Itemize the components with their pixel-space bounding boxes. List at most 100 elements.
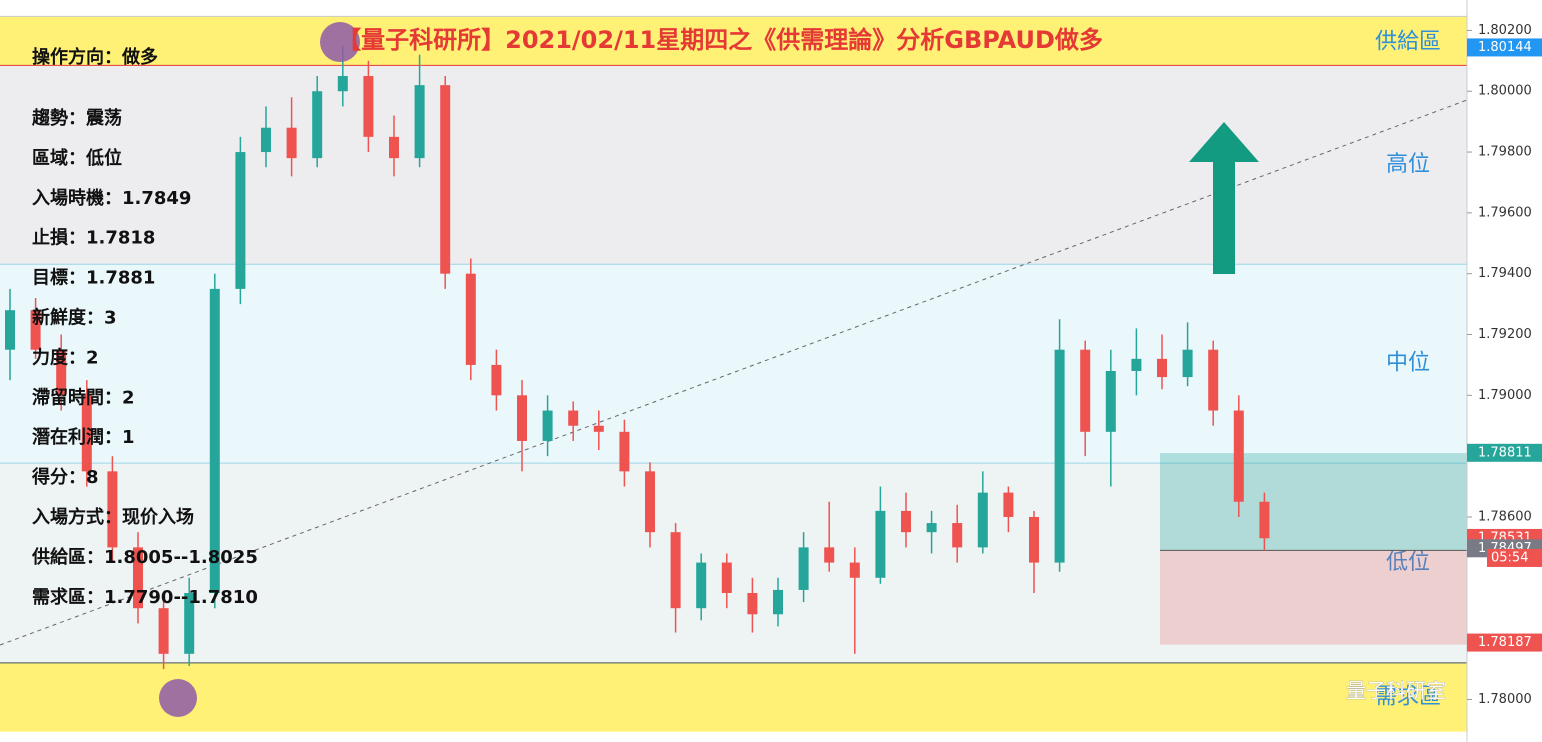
candle-body	[721, 562, 732, 593]
candle-body	[952, 523, 963, 548]
note: 目標：1.7881	[32, 267, 155, 289]
price-tag-label: 1.78811	[1478, 445, 1532, 460]
candle-body	[440, 85, 451, 274]
note: 操作方向：做多	[32, 46, 158, 68]
axis-bg	[1467, 0, 1542, 742]
candle-body	[1131, 358, 1142, 371]
candle-body	[696, 562, 707, 609]
note: 區域：低位	[32, 147, 122, 169]
candle-body	[593, 425, 604, 432]
candle-body	[286, 127, 297, 159]
candle-body	[645, 471, 655, 533]
candle-body	[133, 547, 143, 609]
candle-body	[1259, 501, 1270, 539]
note: 入場時機：1.7849	[32, 187, 191, 209]
candle-body	[389, 136, 399, 159]
candle-body	[619, 431, 630, 472]
candle-body	[568, 410, 579, 426]
note: 力度：2	[32, 346, 99, 368]
candle-body	[824, 547, 835, 563]
candle-body	[875, 510, 886, 578]
countdown: 05:54	[1491, 550, 1528, 565]
zone	[0, 264, 1467, 464]
y-tick-label: 1.79200	[1478, 327, 1532, 342]
candle-body	[901, 510, 911, 533]
price-tag-label: 1.78187	[1478, 635, 1532, 650]
candle-body	[158, 608, 169, 654]
zone-label: 供給區	[1375, 29, 1441, 54]
candle-body	[491, 364, 502, 396]
candle-body	[798, 547, 809, 590]
candle-body	[1105, 371, 1116, 432]
candle-body	[337, 76, 348, 92]
marker-circle	[159, 679, 197, 717]
candle-body	[1208, 349, 1219, 411]
candle-body	[542, 410, 553, 441]
up-arrow	[1189, 122, 1259, 274]
candle-body	[312, 91, 323, 159]
zone	[0, 65, 1467, 265]
target-box	[1160, 453, 1467, 551]
candle-body	[30, 310, 41, 350]
note: 得分：8	[31, 466, 99, 488]
note: 潛在利潤：1	[32, 426, 135, 448]
y-tick-label: 1.78600	[1478, 509, 1532, 524]
candle-body	[670, 532, 681, 609]
marker-circle	[320, 22, 360, 62]
zone	[0, 662, 1467, 732]
zone	[0, 16, 1467, 66]
note: 新鮮度：3	[32, 307, 117, 329]
note: 需求區：1.7790--1.7810	[32, 586, 258, 608]
candle-body	[81, 395, 92, 472]
countdown-tag	[1487, 548, 1542, 567]
price-tag	[1467, 443, 1542, 462]
candle-body	[209, 288, 220, 593]
candle-body	[465, 273, 476, 365]
note: 止損：1.7818	[32, 227, 155, 249]
zone-label: 需求區	[1375, 684, 1441, 709]
chart-title: 【量子科研所】2021/02/11星期四之《供需理論》分析GBPAUD做多	[337, 26, 1103, 54]
candle-body	[747, 592, 758, 615]
price-tag	[1467, 633, 1542, 652]
candle-body	[5, 310, 15, 350]
y-tick-label: 1.78000	[1478, 692, 1532, 707]
candle-body	[363, 76, 374, 137]
y-tick-label: 1.79000	[1478, 388, 1532, 403]
note: 供給區：1.8005--1.8025	[31, 546, 258, 568]
y-tick-label: 1.80200	[1478, 23, 1532, 38]
y-tick-label: 1.79600	[1478, 205, 1532, 220]
candle-body	[261, 127, 271, 153]
note: 趨勢：震荡	[31, 107, 122, 129]
zone	[0, 463, 1467, 663]
candle-body	[1233, 410, 1244, 502]
zone-label: 中位	[1386, 351, 1430, 376]
zone-label: 高位	[1386, 152, 1430, 177]
candle-body	[56, 349, 67, 396]
zone-label: 低位	[1386, 550, 1430, 575]
candle-body	[184, 592, 195, 654]
candle-body	[1182, 349, 1193, 378]
candle-body	[773, 589, 783, 615]
candle-body	[1157, 358, 1167, 378]
y-tick-label: 1.79400	[1478, 266, 1532, 281]
note: 滯留時間：2	[32, 386, 135, 408]
candle-body	[235, 152, 246, 289]
candle-body	[414, 85, 425, 159]
y-tick-label: 1.80000	[1478, 84, 1532, 99]
candle-body	[1003, 492, 1014, 517]
candle-body	[517, 395, 527, 441]
price-tag-label: 1.80144	[1478, 40, 1532, 55]
candle-body	[1054, 349, 1065, 563]
y-tick-label: 1.79800	[1478, 145, 1532, 160]
price-tag	[1467, 38, 1542, 57]
candle-body	[926, 523, 937, 533]
stop-box	[1160, 550, 1467, 645]
candle-body	[1029, 516, 1039, 563]
note: 入場方式：现价入场	[32, 506, 194, 528]
candle-body	[849, 562, 860, 578]
candle-body	[107, 471, 118, 548]
candle-body	[977, 492, 988, 548]
watermark: 量子科研室	[1346, 679, 1446, 703]
candle-body	[1080, 349, 1091, 432]
